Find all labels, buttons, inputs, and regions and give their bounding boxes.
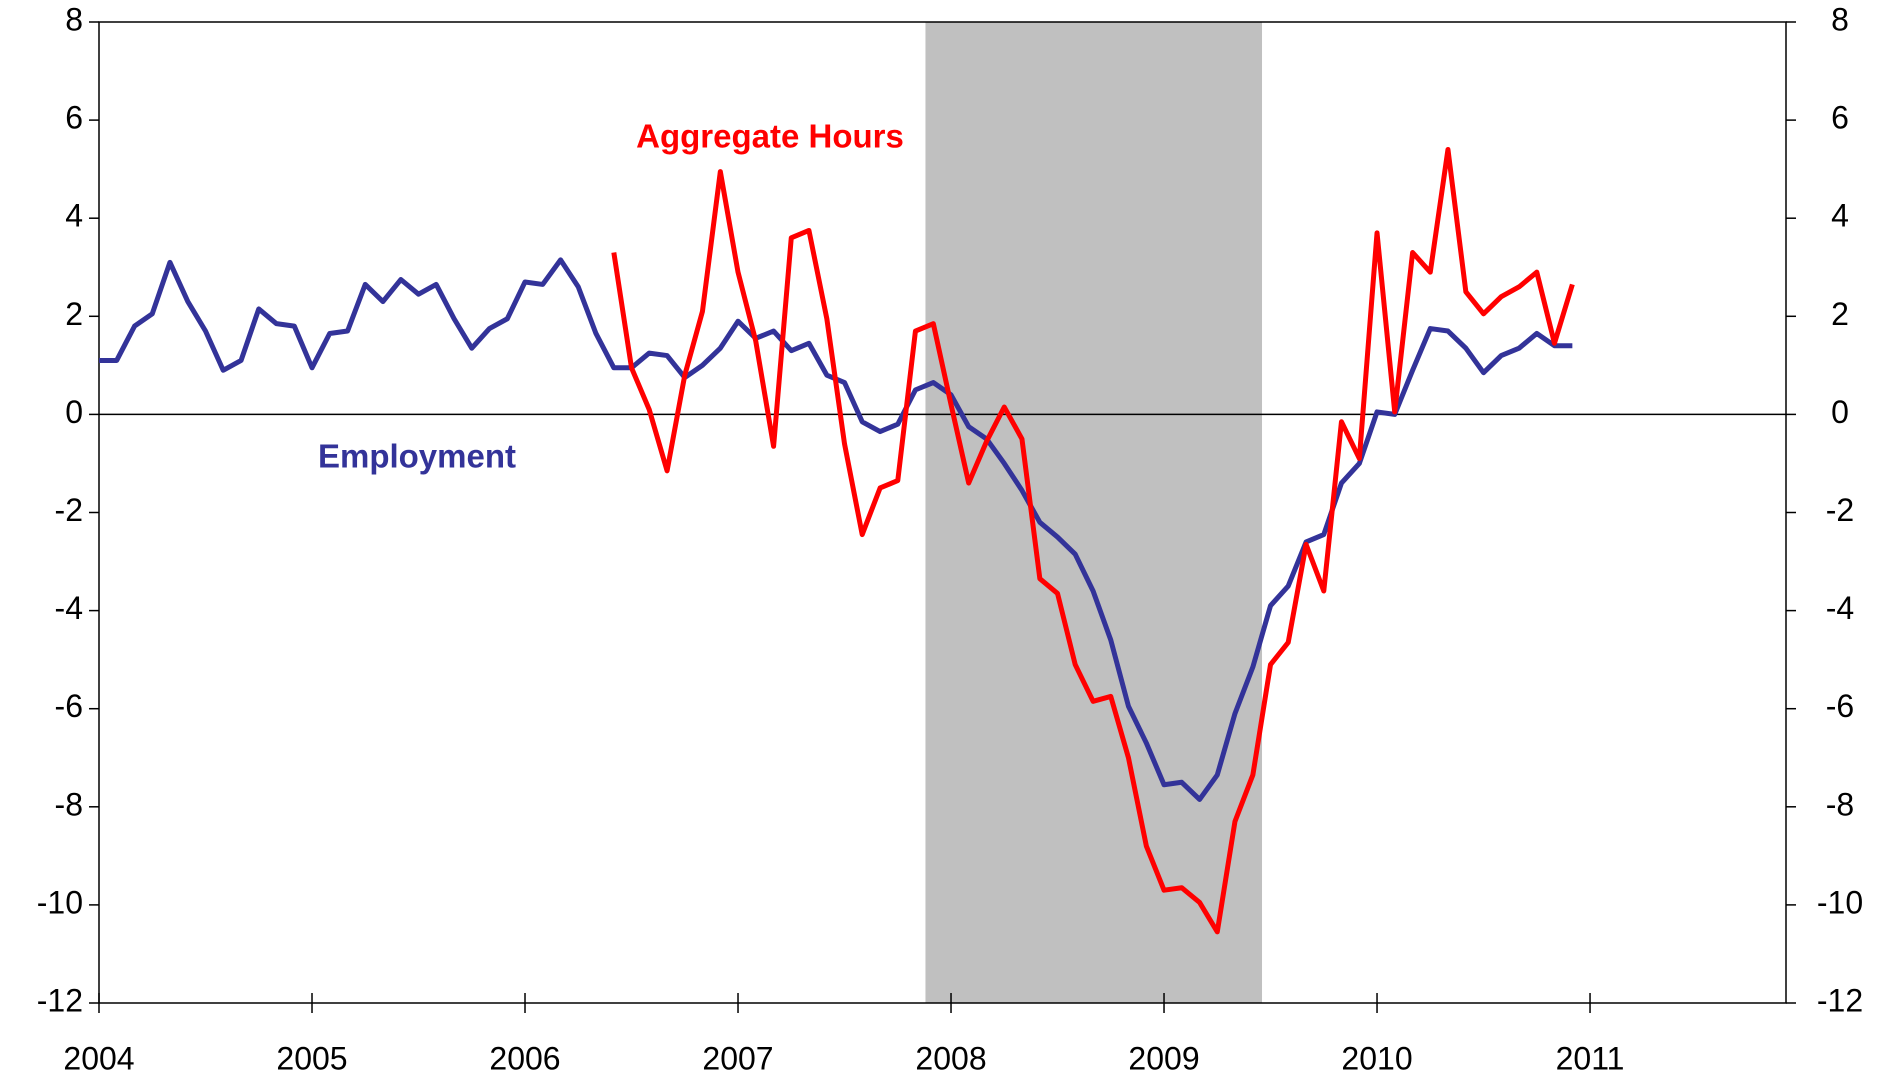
y-tick-label: -8 [55,786,83,822]
x-tick-label: 2008 [915,1040,986,1076]
y-tick-label: -10 [37,884,83,920]
y2-tick-label: 0 [1831,394,1849,430]
y2-tick-label: 8 [1831,1,1849,37]
x-tick-label: 2011 [1556,1040,1625,1076]
x-tick-label: 2009 [1128,1040,1199,1076]
y-tick-label: -6 [55,688,83,724]
x-tick-label: 2005 [276,1040,347,1076]
y2-tick-label: -10 [1817,884,1863,920]
shaded-region [925,22,1263,1003]
y-tick-label: 0 [65,394,83,430]
y2-tick-label: -2 [1826,492,1854,528]
y-tick-label: 6 [65,100,83,136]
y-tick-label: 4 [65,198,83,234]
y-tick-label: -12 [37,982,83,1018]
x-tick-label: 2007 [702,1040,773,1076]
series-line [611,147,1575,935]
y-tick-label: 2 [65,296,83,332]
y2-tick-label: 4 [1831,198,1849,234]
y2-tick-label: 2 [1831,296,1849,332]
y-tick-label: -4 [55,590,83,626]
x-tick-label: 2010 [1341,1040,1412,1076]
x-tick-label: 2004 [63,1040,134,1076]
y-tick-label: -2 [55,492,83,528]
y-tick-label: 8 [65,1,83,37]
x-tick-label: 2006 [489,1040,560,1076]
series-line [99,257,1573,802]
annotation: Employment [318,438,516,475]
annotation: Aggregate Hours [636,118,904,155]
y2-tick-label: -12 [1817,982,1863,1018]
y2-tick-label: -4 [1826,590,1854,626]
y2-tick-label: -8 [1826,786,1854,822]
y2-tick-label: 6 [1831,100,1849,136]
y2-tick-label: -6 [1826,688,1854,724]
